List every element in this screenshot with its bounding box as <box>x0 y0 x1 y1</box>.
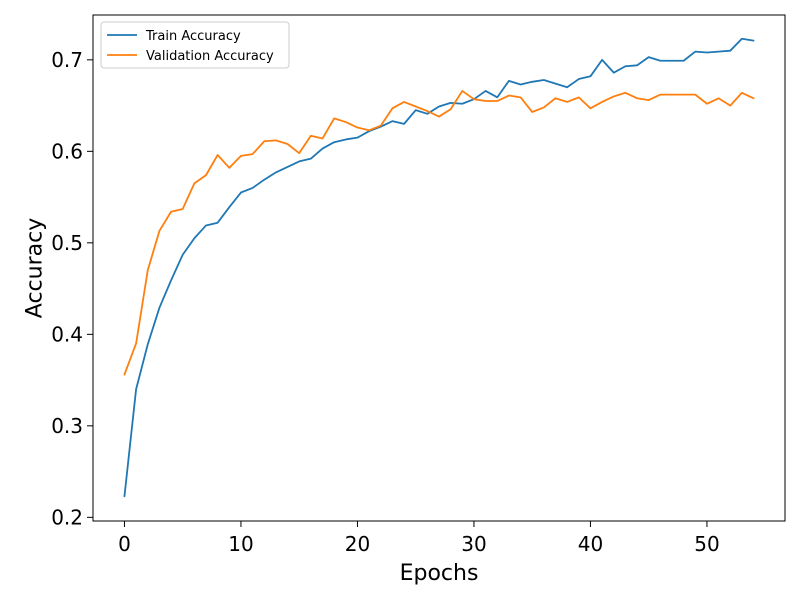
y-tick-label: 0.5 <box>51 231 83 255</box>
x-axis-ticks: 0 10 20 30 40 50 <box>118 521 720 556</box>
legend-label-validation: Validation Accuracy <box>146 49 274 64</box>
y-tick-label: 0.6 <box>51 139 83 163</box>
validation-accuracy-line <box>123 90 755 376</box>
y-tick-label: 0.2 <box>51 505 83 529</box>
y-tick-label: 0.3 <box>51 414 83 438</box>
x-tick-label: 10 <box>228 532 253 556</box>
plot-frame <box>92 14 786 522</box>
y-tick-label: 0.7 <box>51 48 83 72</box>
y-tick-label: 0.4 <box>51 322 83 346</box>
x-tick-label: 20 <box>345 532 370 556</box>
legend-label-train: Train Accuracy <box>145 29 241 44</box>
x-tick-label: 40 <box>578 532 603 556</box>
x-axis-title: Epochs <box>400 561 479 586</box>
x-tick-label: 30 <box>461 532 486 556</box>
x-tick-label: 0 <box>118 532 131 556</box>
legend-box <box>100 21 290 69</box>
x-tick-label: 50 <box>694 532 719 556</box>
y-axis-title: Accuracy <box>23 218 48 318</box>
series-lines <box>123 37 755 498</box>
legend: Train Accuracy Validation Accuracy <box>100 21 290 69</box>
train-accuracy-line <box>123 37 755 498</box>
y-axis-ticks: 0.2 0.3 0.4 0.5 0.6 0.7 <box>51 48 93 529</box>
